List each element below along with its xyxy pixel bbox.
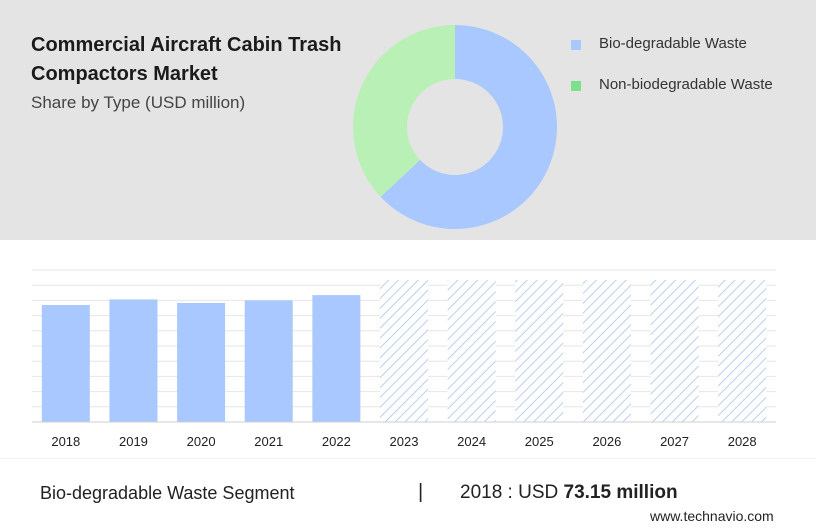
- bar-2020: [177, 302, 226, 422]
- forecast-bar-2028: [718, 280, 767, 422]
- bar-2022: [312, 295, 361, 422]
- bar-2018: [41, 304, 90, 422]
- donut-chart: [353, 25, 557, 229]
- forecast-bar-2024: [447, 280, 496, 422]
- x-tick-label: 2023: [390, 434, 419, 449]
- donut-slice-1: [353, 25, 455, 197]
- footer-divider: [0, 458, 816, 459]
- footer-highlight-value: 73.15 million: [563, 482, 678, 503]
- bar-2021: [244, 300, 293, 422]
- bar-chart: 2018 2019 2020 2021 2022 2023 2024 2025 2026 2027…: [32, 269, 776, 449]
- forecast-bar-2025: [515, 280, 564, 422]
- forecast-bar-2026: [582, 280, 631, 422]
- chart-subtitle: Share by Type (USD million): [31, 93, 246, 112]
- bar-2019: [109, 299, 158, 422]
- legend-swatch-nonbio: [571, 81, 581, 91]
- x-tick-label: 2026: [592, 434, 621, 449]
- forecast-bar-2023: [380, 280, 428, 422]
- chart-title: Commercial Aircraft Cabin Trash Compacto…: [31, 34, 342, 85]
- legend-label-nonbio: Non-biodegradable Waste: [599, 76, 773, 93]
- x-tick-label: 2020: [187, 434, 216, 449]
- footer-separator: |: [418, 481, 424, 503]
- footer-value: 2018 : USD 73.15 million: [460, 482, 678, 504]
- x-tick-label: 2021: [254, 434, 283, 449]
- x-tick-label: 2024: [457, 434, 486, 449]
- legend-label-bio: Bio-degradable Waste: [599, 35, 747, 52]
- footer-segment-label: Bio-degradable Waste Segment: [40, 483, 295, 503]
- brand-url: www.technavio.com: [650, 508, 774, 524]
- footer-year-prefix: 2018 : USD: [460, 482, 559, 503]
- x-tick-label: 2019: [119, 434, 148, 449]
- donut-slice-0: [380, 25, 557, 229]
- forecast-bar-2027: [650, 280, 699, 422]
- x-tick-label: 2028: [728, 434, 757, 449]
- x-tick-label: 2022: [322, 434, 351, 449]
- legend-swatch-bio: [571, 40, 581, 50]
- x-tick-label: 2025: [525, 434, 554, 449]
- x-tick-label: 2018: [51, 434, 80, 449]
- x-tick-label: 2027: [660, 434, 689, 449]
